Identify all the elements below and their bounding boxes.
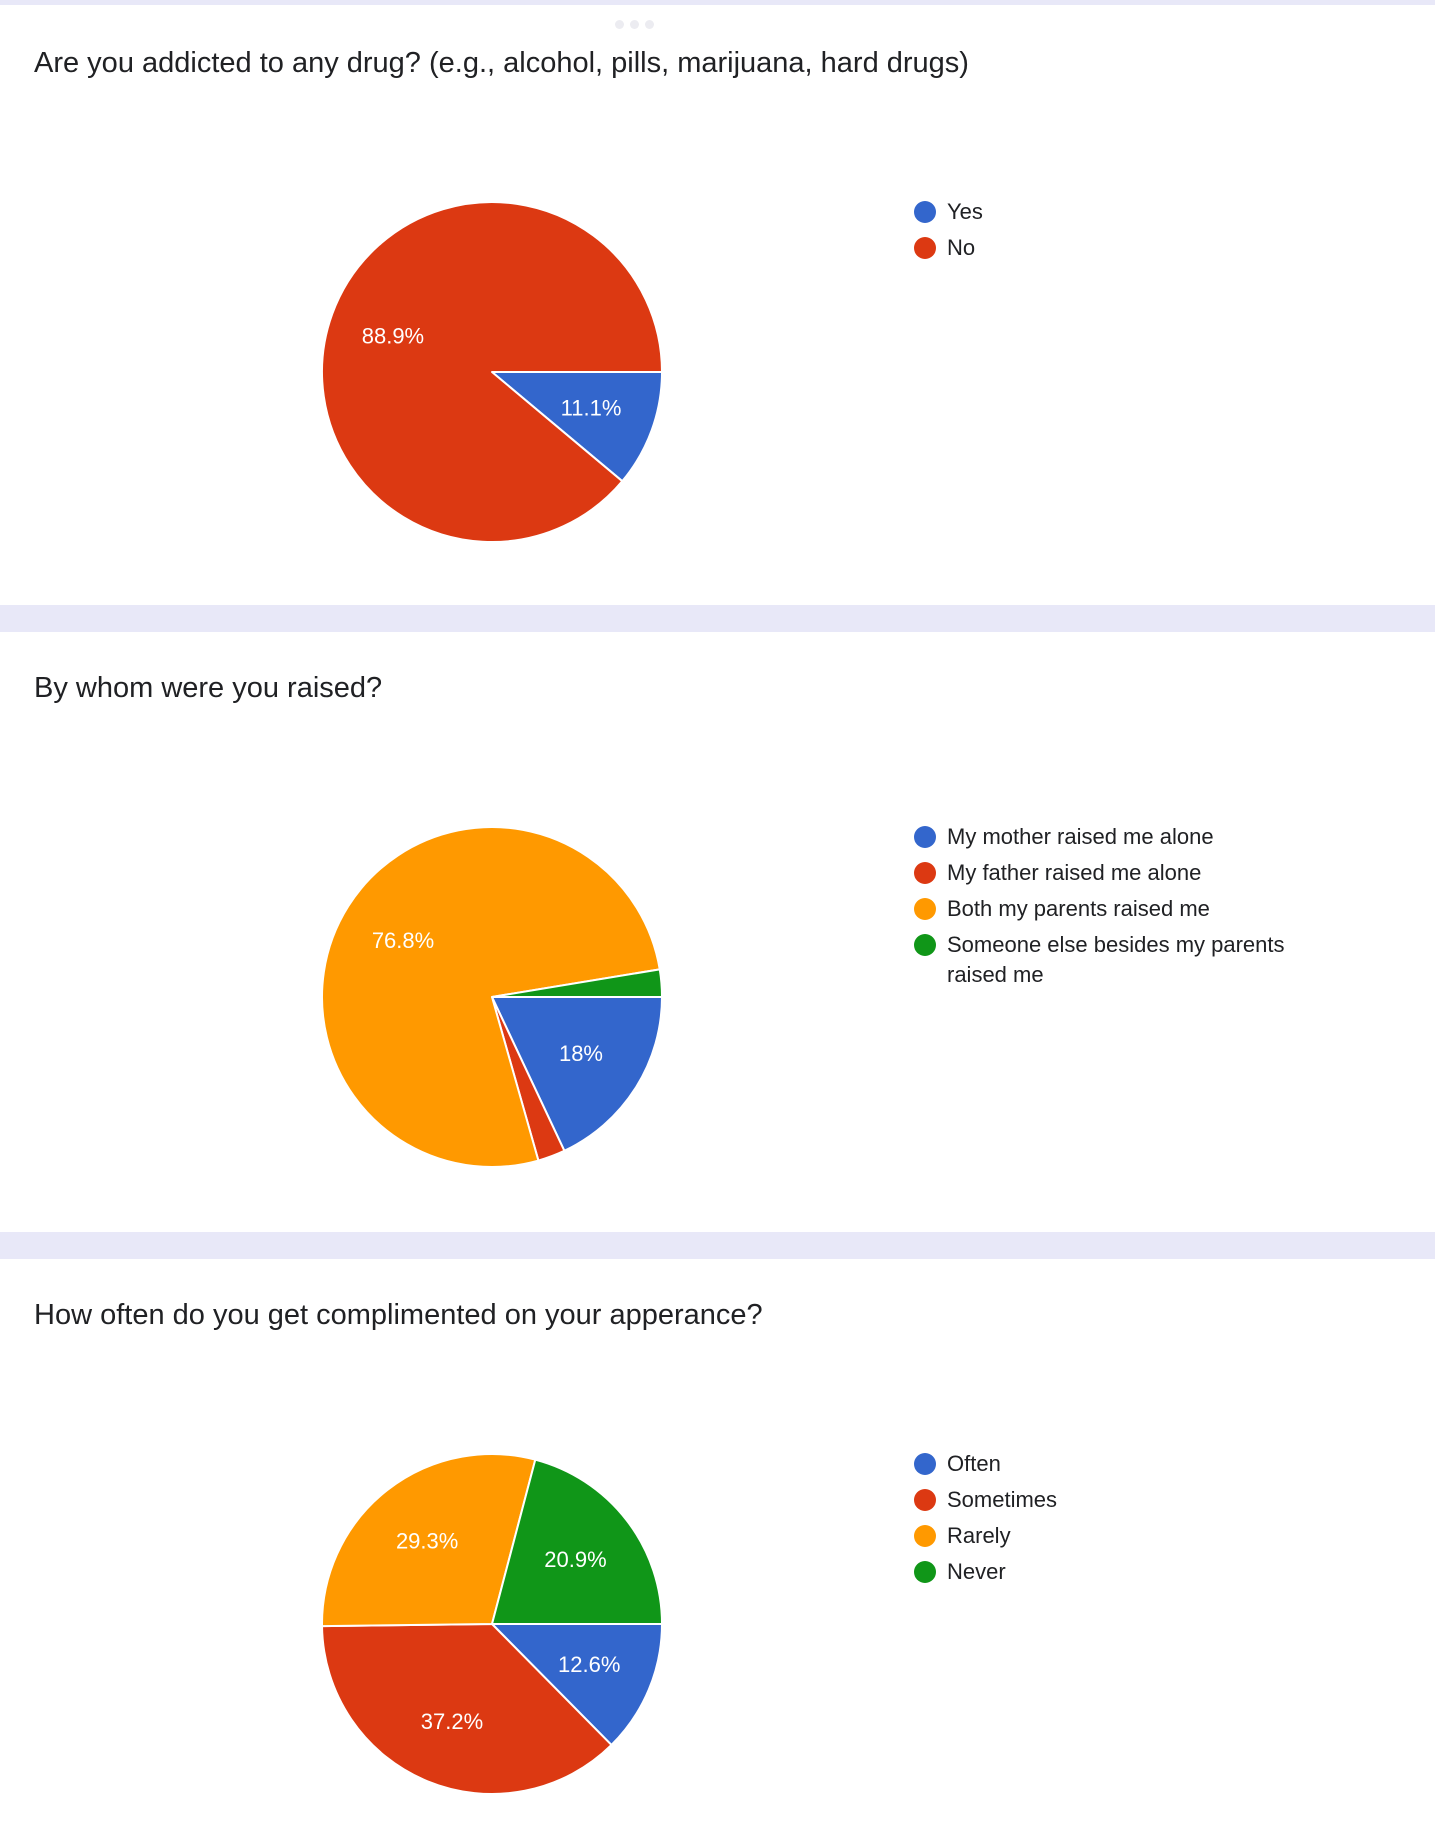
pie-slice-yes[interactable]	[491, 371, 663, 483]
chart-legend: Often Sometimes Rarely Never	[913, 1449, 1287, 1593]
pie-data-label: 88.9%	[362, 323, 424, 348]
legend-label: Never	[947, 1559, 1006, 1584]
pie-chart: 12.6% 37.2% 29.3% 20.9%	[321, 1453, 663, 1795]
legend-swatch	[914, 1489, 936, 1511]
legend-label: Sometimes	[947, 1487, 1058, 1512]
legend-swatch	[914, 1561, 936, 1583]
legend-item-often[interactable]: Often	[913, 1449, 1287, 1479]
question-title: Are you addicted to any drug? (e.g., alc…	[34, 47, 969, 79]
legend-swatch	[914, 201, 936, 223]
pie-slice-my-mother-raised-me-alone[interactable]	[491, 996, 663, 1152]
legend-label: Someone else besides my parents raised m…	[947, 932, 1285, 987]
legend-label: Both my parents raised me	[947, 896, 1210, 921]
pie-slice-both-my-parents-raised-me[interactable]	[321, 826, 661, 1168]
legend-item-both-my-parents-raised-me[interactable]: Both my parents raised me	[913, 894, 1287, 924]
pie-chart: 18% 76.8%	[321, 826, 664, 1168]
legend-label: No	[947, 235, 976, 260]
drag-handle-dot	[630, 20, 639, 29]
pie-slice-never[interactable]	[491, 1458, 663, 1625]
pie-data-label: 12.6%	[558, 1652, 620, 1677]
pie-slice-no[interactable]	[321, 201, 663, 543]
pie-data-label: 29.3%	[396, 1528, 458, 1553]
legend-label: My mother raised me alone	[947, 824, 1214, 849]
question-card-compliments: How often do you get complimented on you…	[0, 1259, 1435, 1843]
legend-swatch	[914, 898, 936, 920]
legend-label: Yes	[947, 199, 983, 224]
legend-item-my-mother-raised-me-alone[interactable]: My mother raised me alone	[913, 822, 1287, 852]
pie-data-label: 20.9%	[544, 1547, 606, 1572]
drag-handle-dot	[615, 20, 624, 29]
legend-item-my-father-raised-me-alone[interactable]: My father raised me alone	[913, 858, 1287, 888]
legend-swatch	[914, 1453, 936, 1475]
chart-legend: Yes No	[913, 197, 1287, 269]
legend-item-sometimes[interactable]: Sometimes	[913, 1485, 1287, 1515]
pie-slice-someone-else-besides-my-parents-raised-me[interactable]	[491, 968, 664, 998]
legend-item-never[interactable]: Never	[913, 1557, 1287, 1587]
legend-item-someone-else-besides-my-parents-raised-me[interactable]: Someone else besides my parents raised m…	[913, 930, 1287, 990]
legend-swatch	[914, 237, 936, 259]
legend-item-no[interactable]: No	[913, 233, 1287, 263]
pie-slice-sometimes[interactable]	[321, 1623, 613, 1795]
legend-swatch	[914, 826, 936, 848]
pie-slice-often[interactable]	[491, 1623, 663, 1746]
drag-handle[interactable]	[615, 20, 654, 29]
pie-chart: 11.1% 88.9%	[321, 201, 663, 543]
pie-data-label: 37.2%	[421, 1709, 483, 1734]
legend-item-yes[interactable]: Yes	[913, 197, 1287, 227]
pie-data-label: 76.8%	[372, 928, 434, 953]
legend-swatch	[914, 1525, 936, 1547]
pie-slice-rarely[interactable]	[321, 1453, 537, 1628]
chart-legend: My mother raised me alone My father raise…	[913, 822, 1287, 996]
drag-handle-dot	[645, 20, 654, 29]
legend-label: My father raised me alone	[947, 860, 1202, 885]
legend-label: Often	[947, 1451, 1001, 1476]
question-card-raised-by: By whom were you raised? 18% 76.8% My mot…	[0, 632, 1435, 1232]
question-title: By whom were you raised?	[34, 672, 383, 704]
pie-data-label: 11.1%	[561, 396, 622, 421]
question-card-drug-addiction: Are you addicted to any drug? (e.g., alc…	[0, 5, 1435, 605]
legend-swatch	[914, 934, 936, 956]
pie-data-label: 18%	[559, 1041, 603, 1066]
legend-item-rarely[interactable]: Rarely	[913, 1521, 1287, 1551]
legend-swatch	[914, 862, 936, 884]
question-title: How often do you get complimented on you…	[34, 1299, 763, 1331]
legend-label: Rarely	[947, 1523, 1011, 1548]
